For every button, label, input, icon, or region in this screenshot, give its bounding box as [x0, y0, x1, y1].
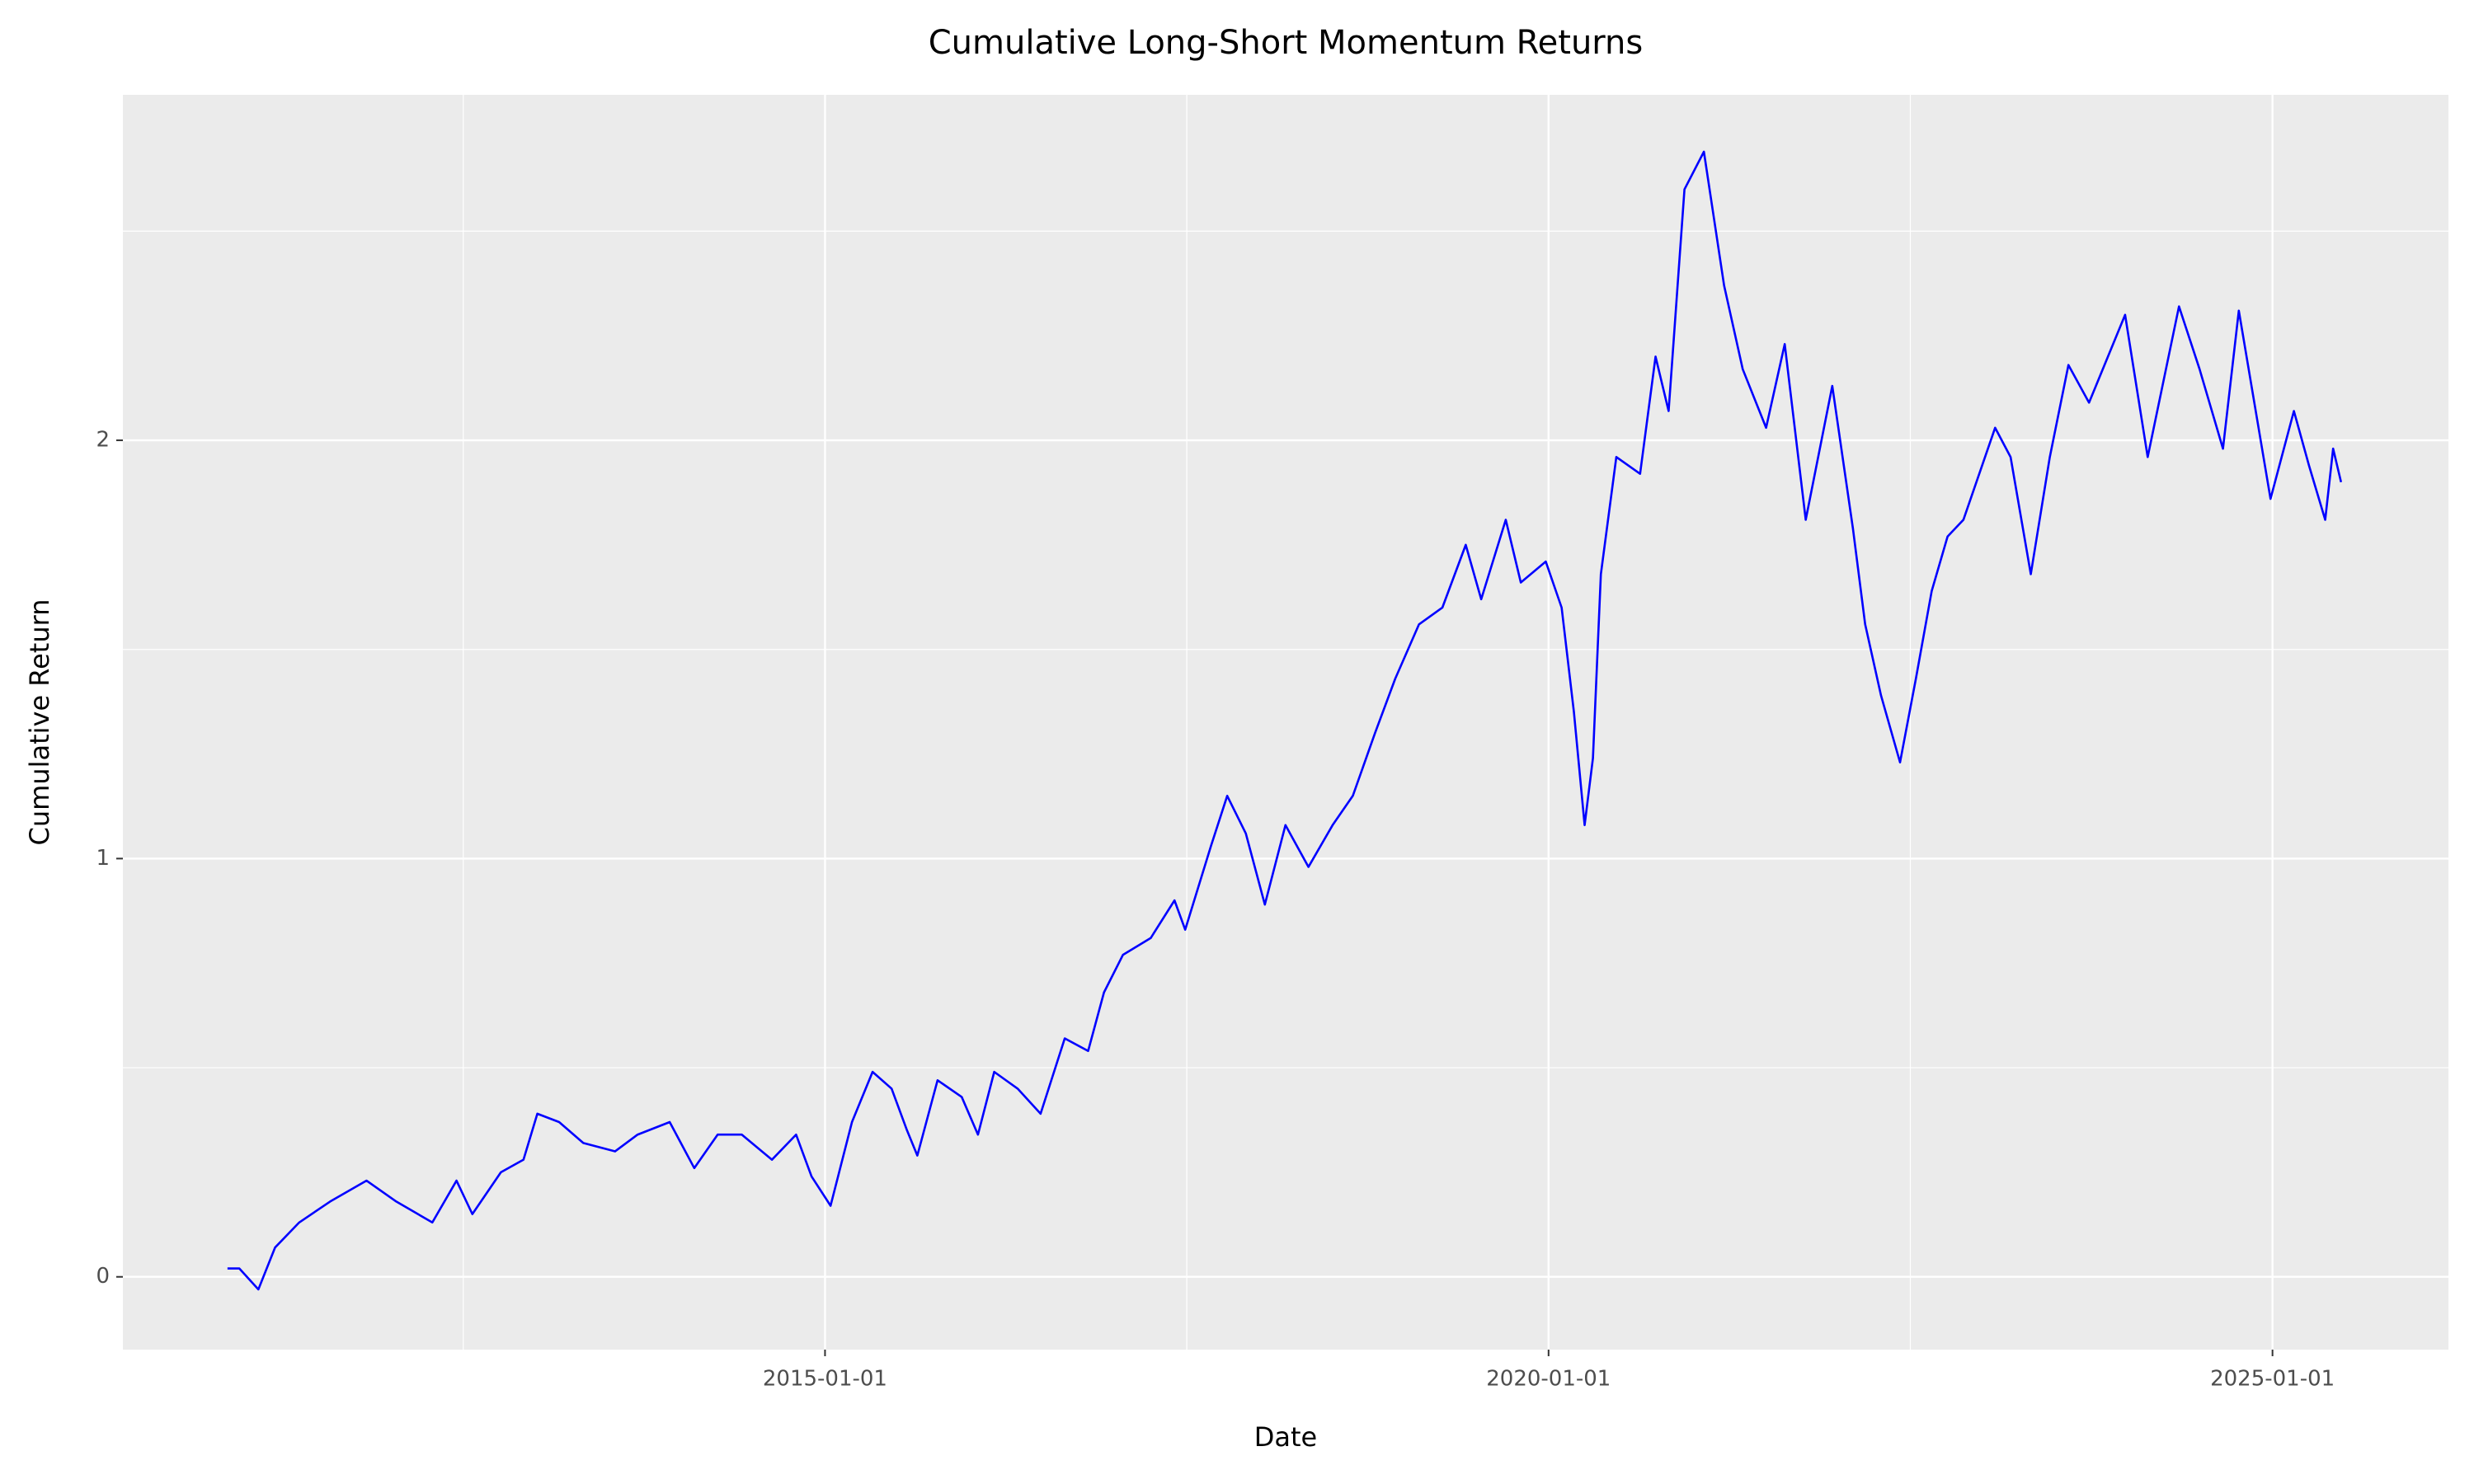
- data-line: [227, 150, 2343, 1291]
- x-tick-label: 2020-01-01: [1486, 1367, 1611, 1392]
- marks: [227, 150, 2343, 1291]
- x-axis-title: Date: [1254, 1421, 1317, 1453]
- grid: [123, 95, 2448, 1350]
- x-tick-label: 2025-01-01: [2210, 1367, 2335, 1392]
- x-tick-label: 2015-01-01: [763, 1367, 887, 1392]
- y-tick-label: 2: [96, 428, 110, 453]
- y-axis-title: Cumulative Return: [24, 599, 55, 846]
- y-tick-label: 0: [96, 1264, 110, 1289]
- plot-panel: [123, 95, 2448, 1350]
- y-tick-label: 1: [96, 846, 110, 871]
- chart-title: Cumulative Long-Short Momentum Returns: [929, 24, 1644, 62]
